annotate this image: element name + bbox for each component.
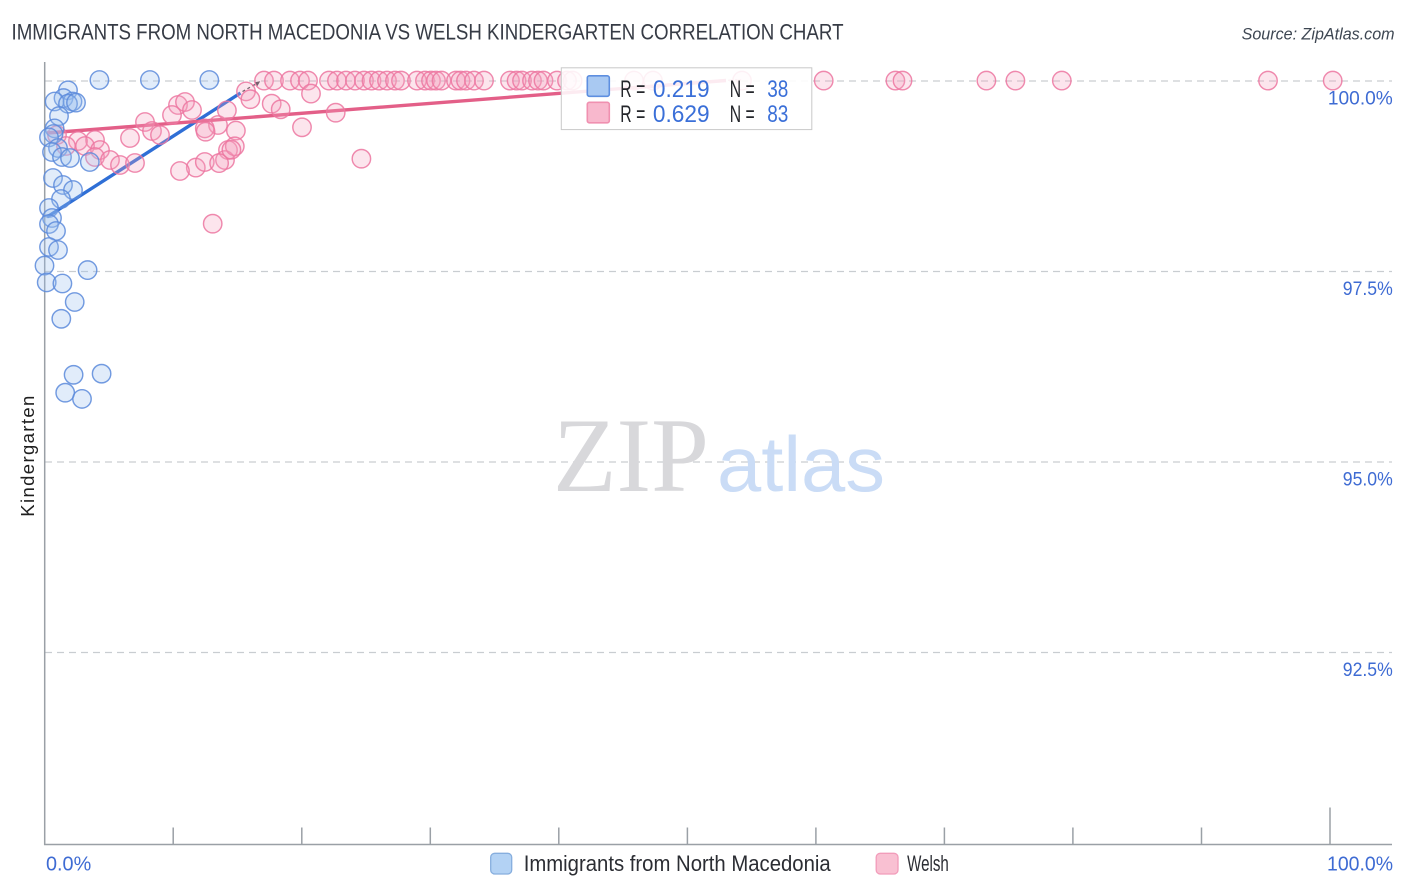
svg-text:92.5%: 92.5% xyxy=(1343,659,1393,681)
svg-text:Kindergarten: Kindergarten xyxy=(17,396,38,517)
svg-text:R =: R = xyxy=(620,76,645,103)
svg-text:Welsh: Welsh xyxy=(907,851,949,876)
svg-text:0.219: 0.219 xyxy=(653,76,710,103)
svg-text:100.0%: 100.0% xyxy=(1327,854,1393,876)
svg-text:atlas: atlas xyxy=(717,420,885,508)
svg-text:N =: N = xyxy=(730,76,755,103)
svg-text:95.0%: 95.0% xyxy=(1343,469,1393,491)
svg-text:97.5%: 97.5% xyxy=(1343,278,1393,300)
svg-text:N =: N = xyxy=(730,101,755,128)
svg-text:IMMIGRANTS FROM NORTH MACEDONI: IMMIGRANTS FROM NORTH MACEDONIA VS WELSH… xyxy=(12,20,844,45)
svg-text:Source: ZipAtlas.com: Source: ZipAtlas.com xyxy=(1242,26,1395,44)
svg-text:0.629: 0.629 xyxy=(653,101,710,128)
svg-text:38: 38 xyxy=(767,76,788,103)
svg-text:0.0%: 0.0% xyxy=(46,854,91,876)
svg-text:ZIP: ZIP xyxy=(553,397,709,514)
svg-text:R =: R = xyxy=(620,101,645,128)
svg-text:83: 83 xyxy=(767,101,788,128)
svg-text:100.0%: 100.0% xyxy=(1328,88,1393,110)
svg-text:Immigrants from North Macedoni: Immigrants from North Macedonia xyxy=(524,851,832,876)
